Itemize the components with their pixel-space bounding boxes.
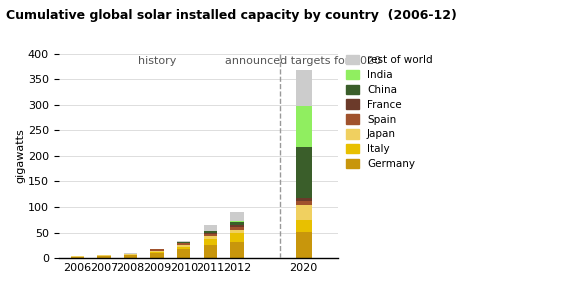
Bar <box>230 226 244 228</box>
Bar <box>71 256 84 257</box>
Bar <box>177 249 191 258</box>
Bar <box>204 231 217 233</box>
Bar <box>204 234 217 236</box>
Bar <box>295 232 312 258</box>
Bar <box>230 222 244 226</box>
Bar <box>150 252 164 253</box>
Bar <box>97 255 111 256</box>
Bar <box>230 230 244 233</box>
Bar <box>204 225 217 231</box>
Bar <box>230 221 244 222</box>
Bar <box>295 220 312 232</box>
Bar <box>295 147 312 198</box>
Bar <box>124 254 137 255</box>
Bar <box>204 236 217 239</box>
Legend: rest of world, India, China, France, Spain, Japan, Italy, Germany: rest of world, India, China, France, Spa… <box>346 55 433 169</box>
Bar <box>177 243 191 245</box>
Y-axis label: gigawatts: gigawatts <box>15 128 25 183</box>
Bar <box>295 71 312 106</box>
Bar <box>177 241 191 242</box>
Bar <box>71 257 84 258</box>
Bar <box>204 239 217 245</box>
Bar <box>124 255 137 258</box>
Bar <box>230 233 244 242</box>
Bar <box>177 245 191 247</box>
Bar <box>295 205 312 220</box>
Bar <box>177 247 191 249</box>
Bar <box>177 242 191 243</box>
Bar <box>204 233 217 234</box>
Bar <box>150 253 164 258</box>
Bar <box>150 249 164 251</box>
Text: Cumulative global solar installed capacity by country  (2006-12): Cumulative global solar installed capaci… <box>6 9 457 22</box>
Bar <box>295 106 312 147</box>
Bar <box>230 242 244 258</box>
Bar <box>230 212 244 221</box>
Bar <box>295 201 312 205</box>
Text: announced targets for 2020: announced targets for 2020 <box>225 56 382 66</box>
Text: history: history <box>138 56 176 66</box>
Bar <box>150 251 164 252</box>
Bar <box>295 198 312 201</box>
Bar <box>230 228 244 230</box>
Bar <box>204 245 217 258</box>
Bar <box>97 256 111 258</box>
